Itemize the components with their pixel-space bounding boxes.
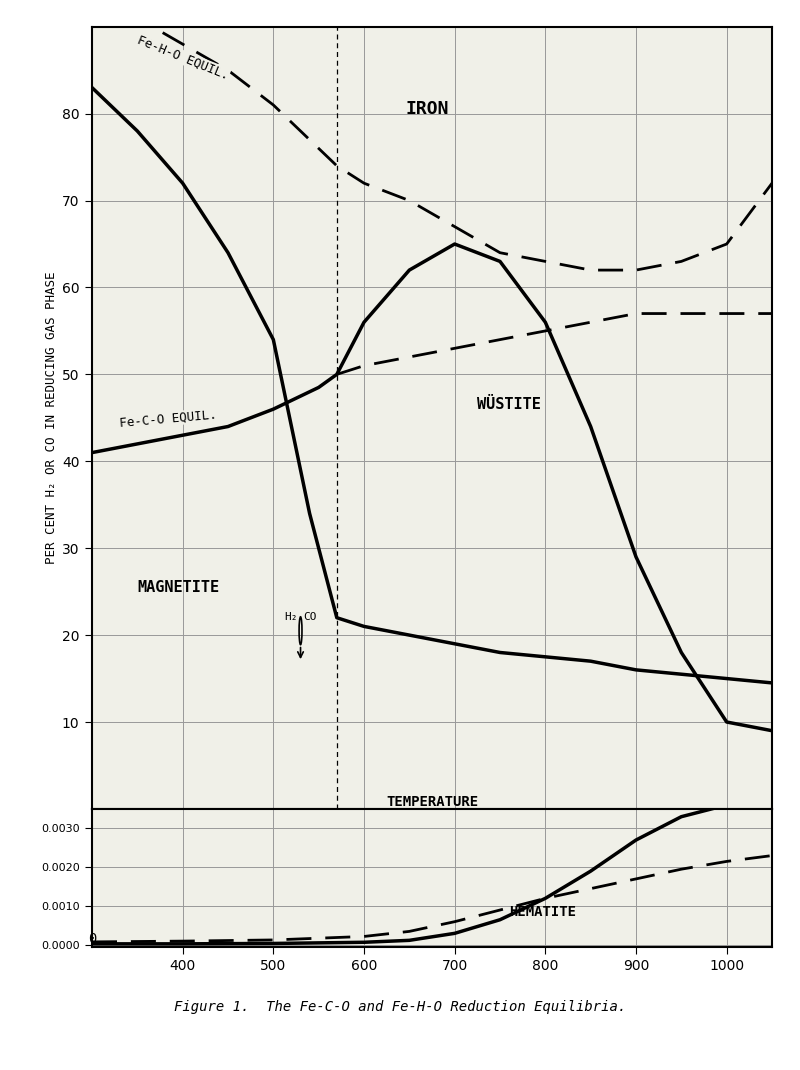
Text: HEMATITE: HEMATITE bbox=[509, 905, 576, 919]
Text: Figure 1.  The Fe-C-O and Fe-H-O Reduction Equilibria.: Figure 1. The Fe-C-O and Fe-H-O Reductio… bbox=[174, 1000, 626, 1014]
Y-axis label: PER CENT H₂ OR CO IN REDUCING GAS PHASE: PER CENT H₂ OR CO IN REDUCING GAS PHASE bbox=[45, 272, 58, 564]
Text: Fe-C-O EQUIL.: Fe-C-O EQUIL. bbox=[119, 408, 218, 429]
X-axis label: TEMPERATURE: TEMPERATURE bbox=[386, 795, 478, 809]
Text: IRON: IRON bbox=[406, 100, 450, 118]
Text: MAGNETITE: MAGNETITE bbox=[137, 580, 219, 595]
Text: WÜSTITE: WÜSTITE bbox=[477, 397, 541, 412]
Text: 0: 0 bbox=[88, 932, 96, 947]
Text: CO: CO bbox=[303, 612, 316, 623]
Text: H₂: H₂ bbox=[285, 612, 298, 623]
Text: Fe-H-O EQUIL.: Fe-H-O EQUIL. bbox=[135, 33, 230, 82]
